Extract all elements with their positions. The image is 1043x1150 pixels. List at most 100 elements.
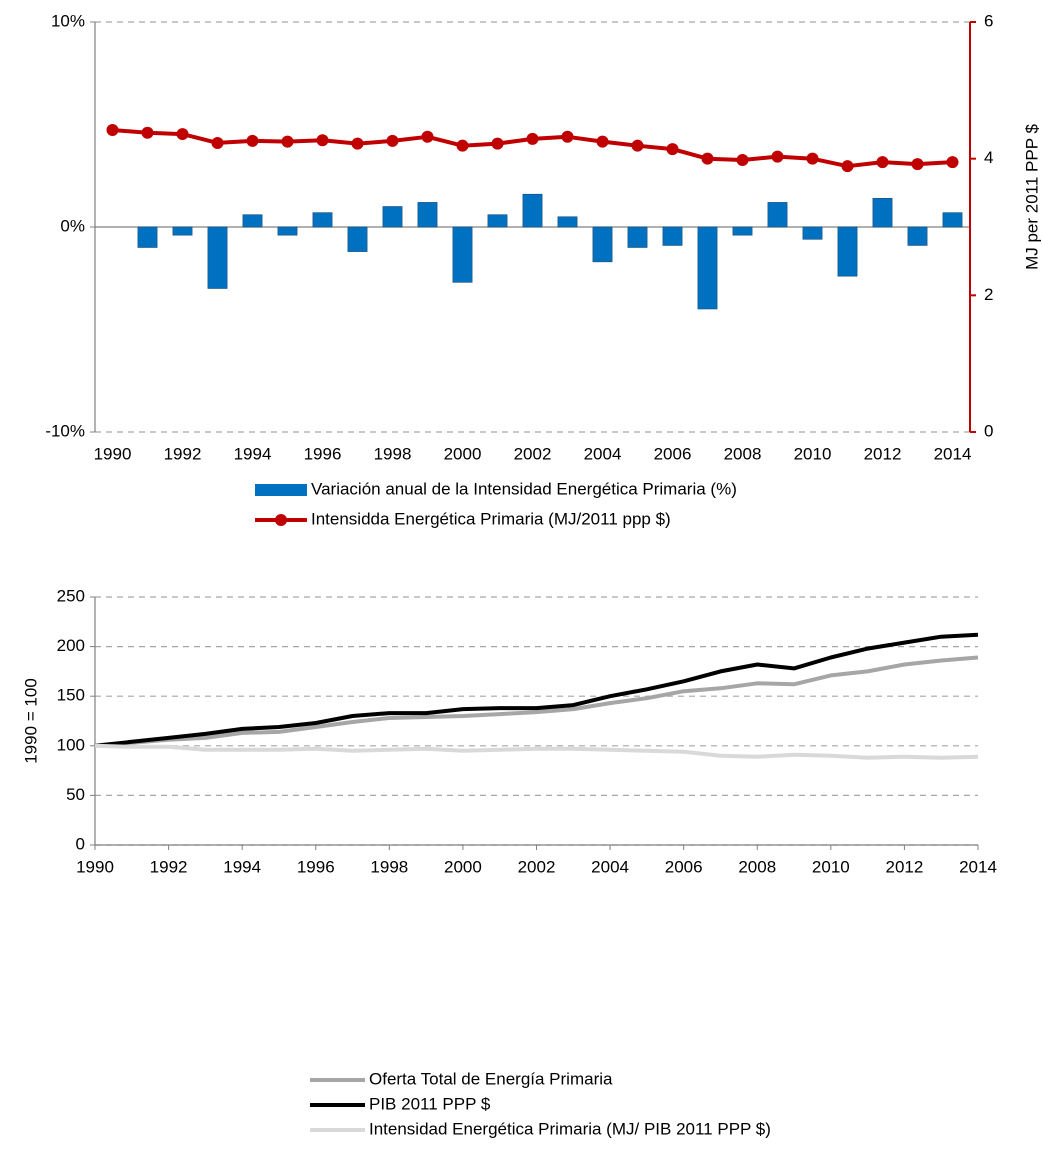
- bar: [242, 214, 263, 228]
- y2-tick-label: 4: [984, 148, 993, 167]
- line-marker: [596, 135, 609, 148]
- x-tick-label: 2008: [724, 444, 762, 463]
- y-tick-label: -10%: [45, 421, 85, 440]
- line-marker: [876, 156, 889, 169]
- bar: [592, 226, 613, 263]
- bar: [452, 226, 473, 283]
- x-tick-label: 2000: [444, 857, 482, 876]
- x-tick-label: 2014: [959, 857, 997, 876]
- line-marker: [806, 152, 819, 165]
- bar: [347, 226, 368, 252]
- bar: [907, 226, 928, 246]
- bar: [312, 212, 333, 228]
- bar: [872, 198, 893, 228]
- y-axis-label: 1990 = 100: [21, 678, 40, 764]
- x-tick-label: 1996: [304, 444, 342, 463]
- bar: [767, 202, 788, 228]
- x-tick-label: 2006: [654, 444, 692, 463]
- x-tick-label: 2014: [934, 444, 972, 463]
- line-marker: [491, 137, 504, 150]
- x-tick-label: 1994: [234, 444, 272, 463]
- legend-marker: [275, 514, 287, 526]
- x-tick-label: 1992: [150, 857, 188, 876]
- y-tick-label: 10%: [51, 11, 85, 30]
- line-marker: [771, 150, 784, 163]
- y2-tick-label: 0: [984, 421, 993, 440]
- line-marker: [911, 158, 924, 171]
- bar: [627, 226, 648, 248]
- bar: [207, 226, 228, 289]
- line-marker: [281, 135, 294, 148]
- line-marker: [736, 154, 749, 167]
- y-tick-label: 100: [57, 735, 85, 754]
- bar: [277, 226, 298, 236]
- legend-label: Intensidad Energética Primaria (MJ/ PIB …: [369, 1119, 771, 1138]
- bar: [697, 226, 718, 310]
- line-marker: [561, 130, 574, 143]
- y-tick-label: 150: [57, 686, 85, 705]
- y2-tick-label: 2: [984, 285, 993, 304]
- line-marker: [946, 156, 959, 169]
- bar: [382, 206, 403, 228]
- bar: [417, 202, 438, 228]
- bar: [137, 226, 158, 248]
- x-tick-label: 2004: [591, 857, 629, 876]
- x-tick-label: 2010: [794, 444, 832, 463]
- line-marker: [246, 134, 259, 147]
- bar: [487, 214, 508, 228]
- x-tick-label: 2006: [665, 857, 703, 876]
- x-tick-label: 2012: [864, 444, 902, 463]
- x-tick-label: 1992: [164, 444, 202, 463]
- x-tick-label: 2012: [886, 857, 924, 876]
- line-marker: [316, 134, 329, 147]
- line-marker: [701, 152, 714, 165]
- line-marker: [526, 132, 539, 145]
- line-marker: [351, 137, 364, 150]
- line-marker: [176, 128, 189, 141]
- legend-label: Oferta Total de Energía Primaria: [369, 1069, 613, 1088]
- x-tick-label: 1990: [94, 444, 132, 463]
- line-marker: [386, 134, 399, 147]
- line-marker: [456, 139, 469, 152]
- bar: [172, 226, 193, 236]
- x-tick-label: 1996: [297, 857, 335, 876]
- legend-label: Variación anual de la Intensidad Energét…: [311, 479, 737, 498]
- x-tick-label: 2010: [812, 857, 850, 876]
- legend-swatch: [255, 484, 307, 496]
- x-tick-label: 1994: [223, 857, 261, 876]
- bar: [662, 226, 683, 246]
- bar: [732, 226, 753, 236]
- bar: [942, 212, 963, 228]
- y-tick-label: 200: [57, 636, 85, 655]
- x-tick-label: 1998: [370, 857, 408, 876]
- y2-axis-label: MJ per 2011 PPP $: [1022, 124, 1041, 270]
- y-tick-label: 50: [66, 785, 85, 804]
- line-marker: [421, 130, 434, 143]
- series-line: [94, 632, 979, 748]
- x-tick-label: 2002: [518, 857, 556, 876]
- legend-label: PIB 2011 PPP $: [369, 1094, 491, 1113]
- series-line: [94, 743, 979, 760]
- line-marker: [841, 160, 854, 173]
- bar: [802, 226, 823, 240]
- x-tick-label: 2008: [738, 857, 776, 876]
- bar: [522, 193, 543, 228]
- y-tick-label: 250: [57, 586, 85, 605]
- line-marker: [631, 139, 644, 152]
- line-marker: [211, 136, 224, 149]
- line-marker: [106, 123, 119, 136]
- bar: [837, 226, 858, 277]
- legend-label: Intensidda Energética Primaria (MJ/2011 …: [311, 509, 671, 528]
- x-tick-label: 2004: [584, 444, 622, 463]
- series-line: [94, 655, 979, 748]
- x-tick-label: 2002: [514, 444, 552, 463]
- x-tick-label: 1990: [76, 857, 114, 876]
- line-marker: [141, 126, 154, 139]
- y-tick-label: 0: [76, 834, 85, 853]
- y-tick-label: 0%: [60, 216, 85, 235]
- x-tick-label: 1998: [374, 444, 412, 463]
- x-tick-label: 2000: [444, 444, 482, 463]
- bar: [557, 216, 578, 228]
- line-marker: [666, 143, 679, 156]
